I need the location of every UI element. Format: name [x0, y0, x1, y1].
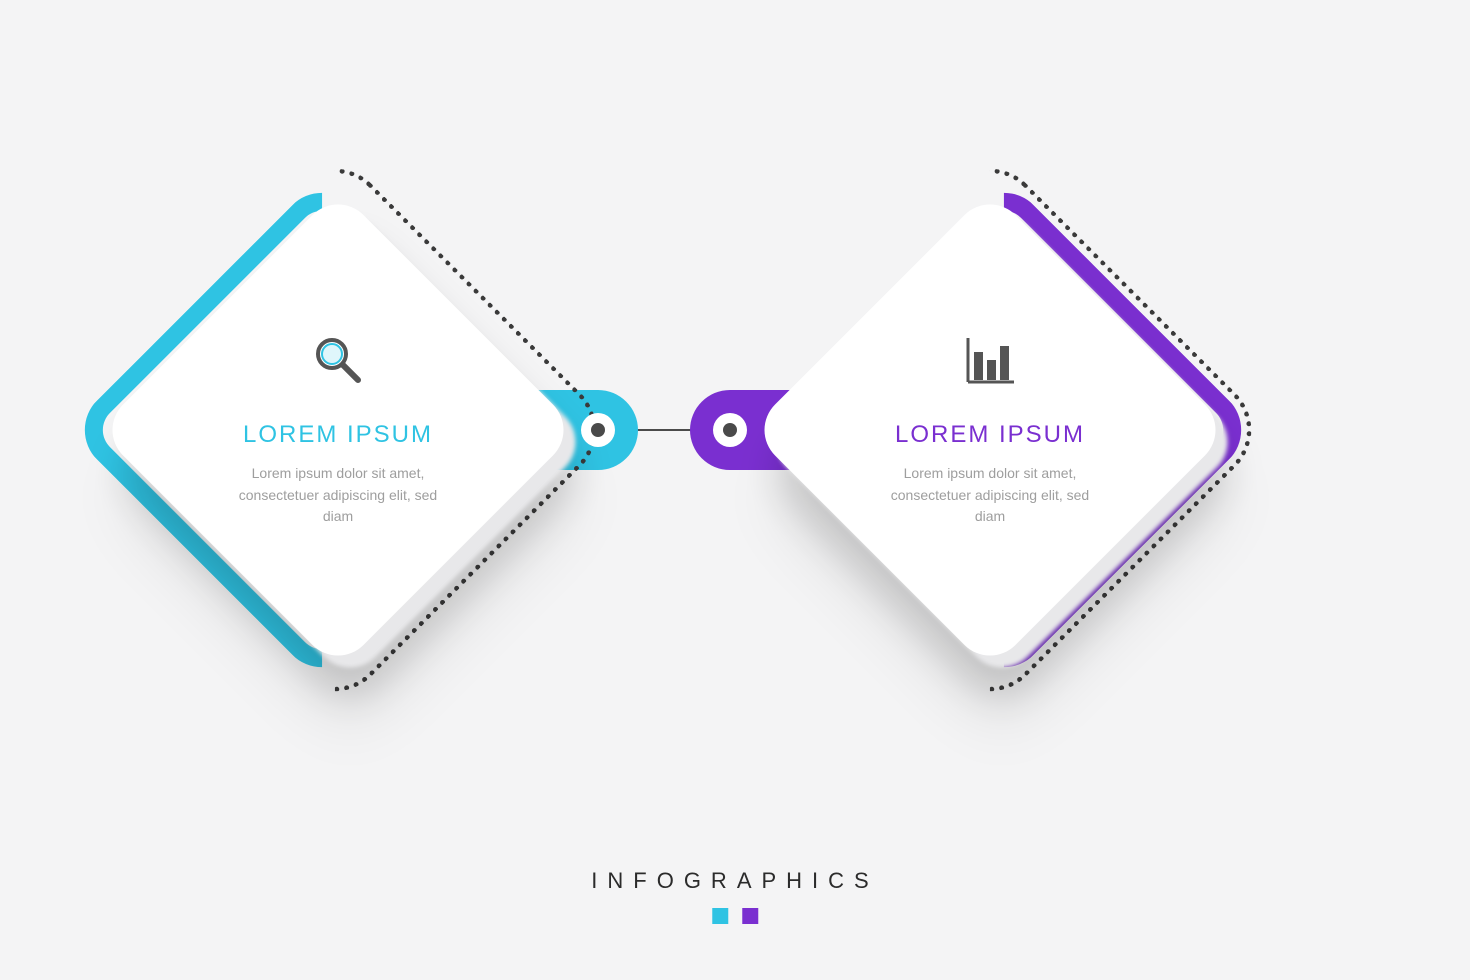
- card-2: LOREM IPSUM Lorem ipsum dolor sit amet, …: [750, 190, 1231, 671]
- bar-chart-icon: [962, 332, 1018, 393]
- infographic-stage: LOREM IPSUM Lorem ipsum dolor sit amet, …: [0, 0, 1470, 980]
- footer: INFOGRAPHICS: [591, 868, 878, 924]
- connector-hub-right: [713, 413, 747, 447]
- footer-title: INFOGRAPHICS: [591, 868, 878, 894]
- connector-hub-left: [581, 413, 615, 447]
- legend: [591, 908, 878, 924]
- magnifier-icon: [310, 332, 366, 393]
- card-1: LOREM IPSUM Lorem ipsum dolor sit amet, …: [98, 190, 579, 671]
- card-1-body: Lorem ipsum dolor sit amet, consectetuer…: [228, 463, 448, 528]
- card-1-title: LOREM IPSUM: [243, 421, 433, 449]
- card-2-title: LOREM IPSUM: [895, 421, 1085, 449]
- legend-swatch-1: [712, 908, 728, 924]
- card-2-body: Lorem ipsum dolor sit amet, consectetuer…: [880, 463, 1100, 528]
- legend-swatch-2: [742, 908, 758, 924]
